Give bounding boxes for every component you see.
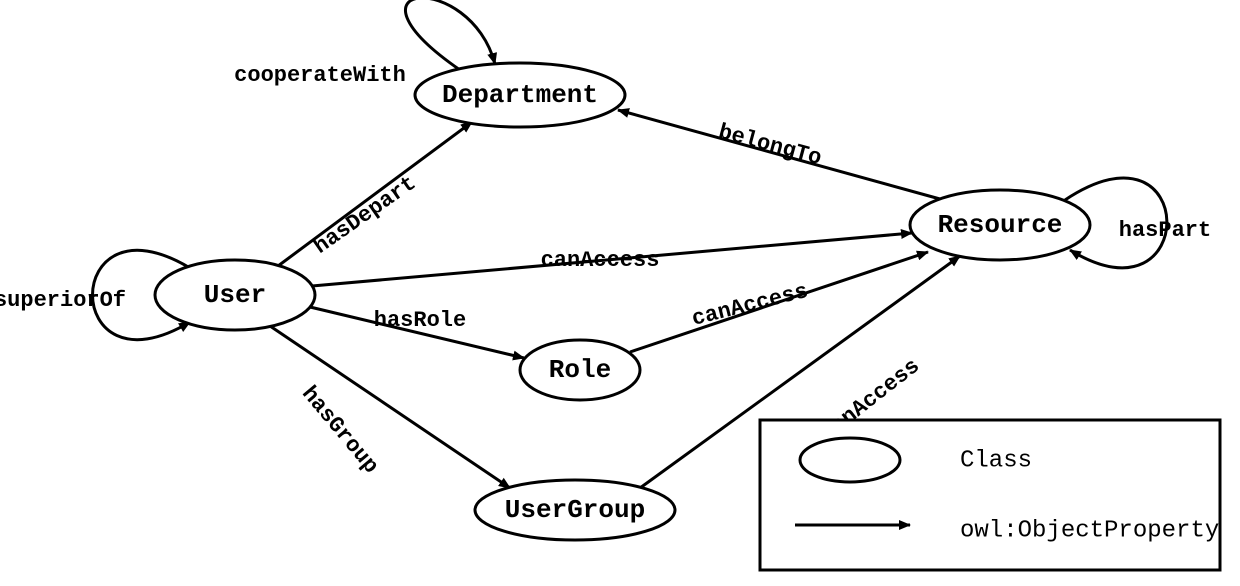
ontology-diagram: User Department Resource Role UserGroup … <box>0 0 1240 586</box>
label-hasPart: hasPart <box>1119 218 1211 243</box>
legend-objprop-label: owl:ObjectProperty <box>960 517 1219 544</box>
label-cooperateWith: cooperateWith <box>234 63 406 88</box>
legend-class-icon <box>800 438 900 482</box>
node-department-label: Department <box>442 80 598 110</box>
node-resource: Resource <box>910 190 1090 260</box>
label-superiorOf: superiorOf <box>0 288 126 313</box>
label-belongTo: belongTo <box>716 120 824 171</box>
label-hasRole: hasRole <box>374 308 466 333</box>
node-role-label: Role <box>549 355 611 385</box>
label-canAccess-user: canAccess <box>541 248 660 273</box>
label-hasDepart: hasDepart <box>309 171 421 260</box>
node-resource-label: Resource <box>938 210 1063 240</box>
legend: Class owl:ObjectProperty <box>760 420 1220 570</box>
node-department: Department <box>415 63 625 127</box>
legend-class-label: Class <box>960 447 1032 474</box>
label-canAccess-role: canAccess <box>689 279 810 332</box>
node-user-label: User <box>204 280 266 310</box>
label-hasGroup: hasGroup <box>296 382 383 479</box>
node-user: User <box>155 260 315 330</box>
node-role: Role <box>520 340 640 400</box>
edge-cooperateWith <box>405 0 495 70</box>
node-usergroup: UserGroup <box>475 480 675 540</box>
node-usergroup-label: UserGroup <box>505 495 645 525</box>
